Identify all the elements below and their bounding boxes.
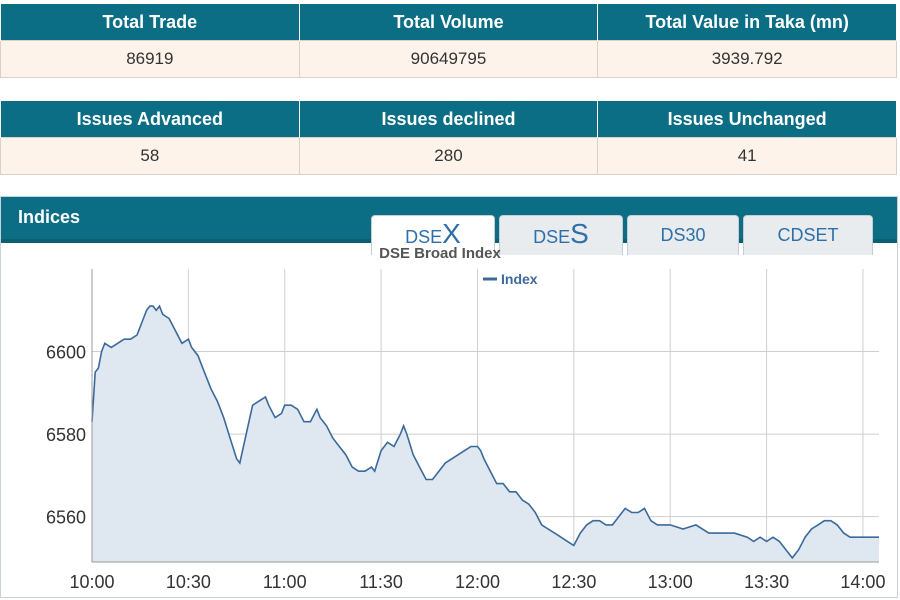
value-issues-declined: 280 <box>298 137 599 175</box>
x-tick-label: 12:00 <box>455 572 500 592</box>
index-chart: 6560 6580 6600 10:00 10:30 11:00 11:30 12:00 12:… <box>46 245 886 592</box>
header-total-volume: Total Volume <box>298 4 599 41</box>
value-issues-advanced: 58 <box>0 137 300 175</box>
issues-summary-table: Issues Advanced Issues declined Issues U… <box>0 101 897 175</box>
legend-label: Index <box>501 271 538 287</box>
header-issues-unchanged: Issues Unchanged <box>597 101 897 138</box>
chart-axes: 6560 6580 6600 10:00 10:30 11:00 11:30 12:00 12:… <box>46 269 885 592</box>
tab-dses-suffix: S <box>570 218 589 249</box>
tab-dses-prefix: DSE <box>533 227 571 247</box>
chart-title: DSE Broad Index <box>379 245 501 262</box>
tab-dsex-suffix: X <box>442 218 461 249</box>
x-tick-label: 11:00 <box>263 572 307 592</box>
tab-dsex-prefix: DSE <box>405 227 443 247</box>
value-total-value: 3939.792 <box>597 40 897 78</box>
header-total-value: Total Value in Taka (mn) <box>597 4 897 41</box>
x-tick-label: 13:30 <box>744 572 789 592</box>
x-tick-label: 14:00 <box>840 572 885 592</box>
value-total-trade: 86919 <box>0 40 300 78</box>
index-area <box>92 306 879 562</box>
header-issues-declined: Issues declined <box>298 101 599 138</box>
tab-dses[interactable]: DSES <box>499 215 623 255</box>
value-issues-unchanged: 41 <box>597 137 897 175</box>
tab-cdset[interactable]: CDSET <box>743 215 873 255</box>
y-tick-label: 6600 <box>46 343 86 363</box>
x-tick-label: 10:00 <box>69 572 114 592</box>
tab-ds30[interactable]: DS30 <box>627 215 739 255</box>
tab-cdset-label: CDSET <box>777 225 839 245</box>
y-tick-label: 6560 <box>46 508 86 528</box>
tab-ds30-label: DS30 <box>660 225 706 245</box>
index-line <box>91 304 879 560</box>
x-tick-label: 12:30 <box>551 572 596 592</box>
value-total-volume: 90649795 <box>298 40 599 78</box>
chart-legend: Index <box>483 271 538 287</box>
x-tick-label: 11:30 <box>359 572 403 592</box>
tab-dsex[interactable]: DSEX <box>371 215 495 255</box>
y-tick-label: 6580 <box>46 425 86 445</box>
indices-title: Indices <box>18 207 81 227</box>
x-tick-label: 10:30 <box>166 572 211 592</box>
header-issues-advanced: Issues Advanced <box>0 101 300 138</box>
header-total-trade: Total Trade <box>0 4 300 41</box>
x-tick-label: 13:00 <box>648 572 693 592</box>
market-summary-table: Total Trade Total Volume Total Value in … <box>0 4 897 78</box>
indices-panel: Indices DSEX DSES DS30 CDSET 6560 6580 660… <box>0 196 898 598</box>
